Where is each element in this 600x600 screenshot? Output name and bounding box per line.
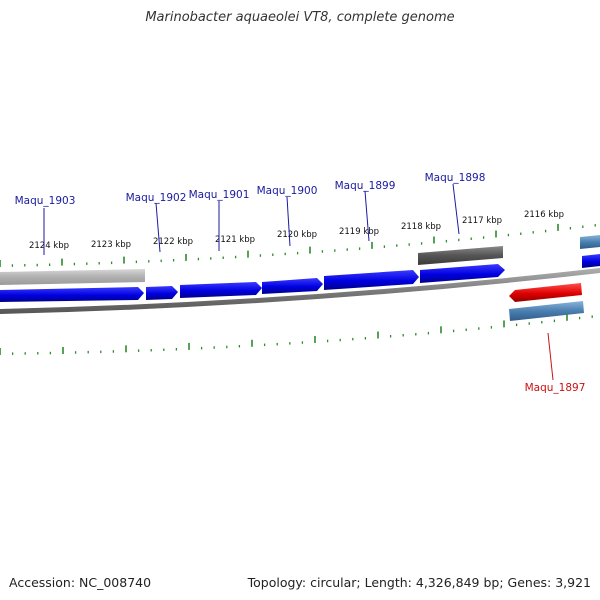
gene-label-maqu-1902[interactable]: Maqu_1902 [126,192,187,204]
gene-label-maqu-1903[interactable]: Maqu_1903 [15,195,76,207]
kbp-label: 2120 kbp [277,230,317,240]
kbp-label: 2121 kbp [215,235,255,245]
kbp-label: 2118 kbp [401,222,441,232]
leader-line [452,183,460,235]
gene-maqu-1897[interactable] [509,283,582,302]
gene-label-maqu-1898[interactable]: Maqu_1898 [425,172,486,184]
gene-maqu-1899[interactable] [324,270,419,290]
feature-steel-reverse[interactable] [509,301,584,321]
feature-steel-edge[interactable] [580,235,600,249]
kbp-label: 2124 kbp [29,241,69,251]
forward-strand-track [0,254,600,302]
kbp-label: 2117 kbp [462,216,502,226]
gene-label-maqu-1900[interactable]: Maqu_1900 [257,185,318,197]
gene-maqu-1902[interactable] [146,286,178,300]
gene-maqu-1900[interactable] [262,278,323,294]
genome-summary-text: Topology: circular; Length: 4,326,849 bp… [247,575,591,590]
leader-line [286,196,291,247]
gene-edge-forward[interactable] [582,254,600,268]
kbp-label: 2119 kbp [339,227,379,237]
map-title: Marinobacter aquaeolei VT8, complete gen… [145,10,455,25]
gene-label-maqu-1901[interactable]: Maqu_1901 [189,189,250,201]
gene-maqu-1901[interactable] [180,282,262,298]
leader-line [364,190,370,242]
gene-label-maqu-1897[interactable]: Maqu_1897 [525,382,586,394]
outer-tick-ring [0,223,596,267]
scale-labels: 2124 kbp 2123 kbp 2122 kbp 2121 kbp 2120… [29,210,564,251]
kbp-label: 2116 kbp [524,210,564,220]
feature-dark-gray[interactable] [418,246,503,265]
gene-maqu-1903[interactable] [0,287,144,302]
inner-tick-ring [0,313,593,355]
kbp-label: 2122 kbp [153,237,193,247]
gene-label-maqu-1899[interactable]: Maqu_1899 [335,180,396,192]
kbp-label: 2123 kbp [91,240,131,250]
reverse-strand-track [509,283,584,321]
gene-maqu-1898[interactable] [420,264,505,283]
leader-line [155,202,161,253]
gene-labels: Maqu_1903 Maqu_1902 Maqu_1901 Maqu_1900 … [15,172,586,394]
outer-feature-track [0,235,600,285]
leader-line [547,332,554,381]
feature-light-gray[interactable] [0,269,145,285]
accession-text: Accession: NC_008740 [9,575,152,590]
genome-backbone [0,268,600,314]
